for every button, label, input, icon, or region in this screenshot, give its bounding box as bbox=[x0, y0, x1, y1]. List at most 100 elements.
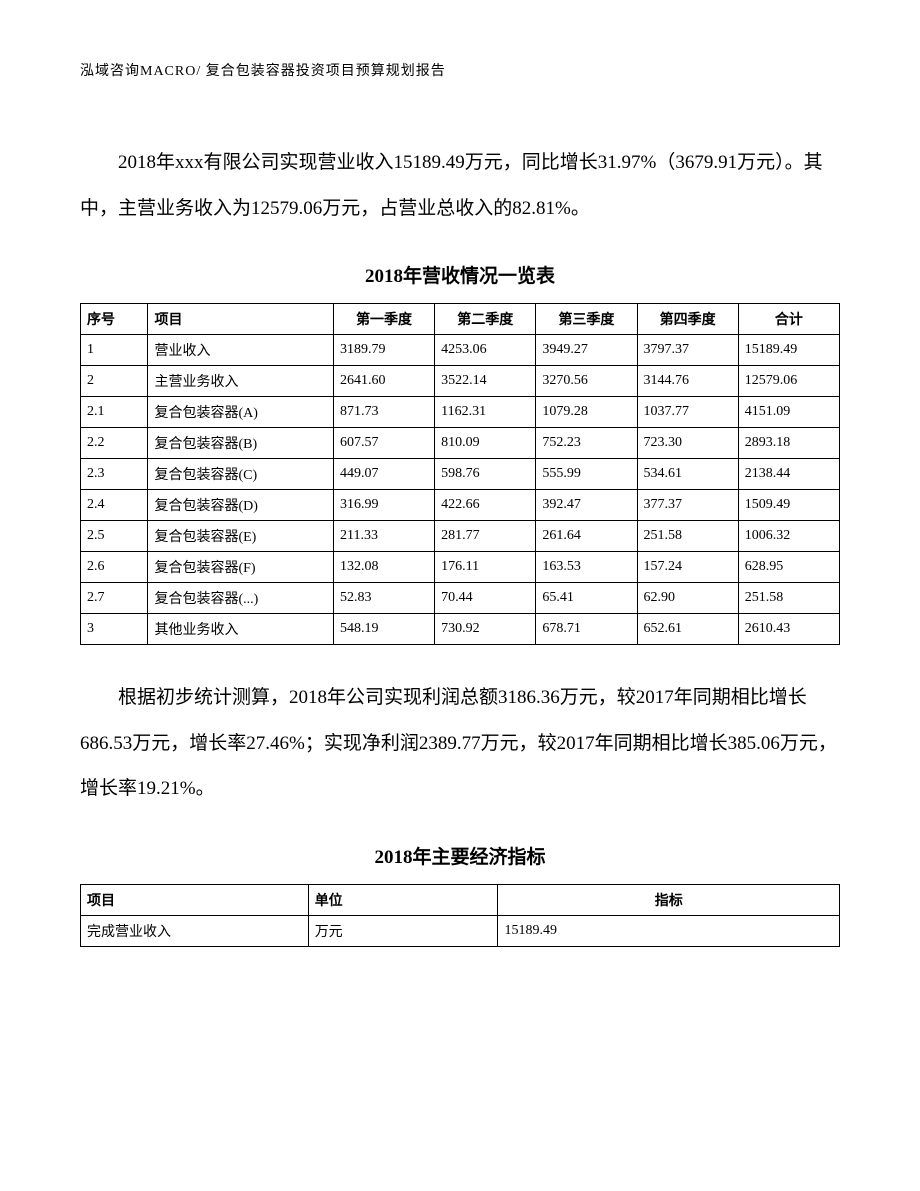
cell: 3144.76 bbox=[637, 366, 738, 397]
cell: 1509.49 bbox=[738, 490, 839, 521]
cell: 261.64 bbox=[536, 521, 637, 552]
cell: 2.3 bbox=[81, 459, 148, 490]
cell: 2.4 bbox=[81, 490, 148, 521]
col-header-q4: 第四季度 bbox=[637, 304, 738, 335]
cell: 营业收入 bbox=[148, 335, 334, 366]
cell: 422.66 bbox=[435, 490, 536, 521]
cell: 1 bbox=[81, 335, 148, 366]
cell: 65.41 bbox=[536, 583, 637, 614]
table-row: 2主营业务收入2641.603522.143270.563144.7612579… bbox=[81, 366, 840, 397]
cell: 1079.28 bbox=[536, 397, 637, 428]
col-header-q2: 第二季度 bbox=[435, 304, 536, 335]
cell: 132.08 bbox=[333, 552, 434, 583]
col-header-unit: 单位 bbox=[308, 884, 498, 915]
cell: 复合包装容器(E) bbox=[148, 521, 334, 552]
col-header-total: 合计 bbox=[738, 304, 839, 335]
table-header-row: 序号 项目 第一季度 第二季度 第三季度 第四季度 合计 bbox=[81, 304, 840, 335]
cell: 730.92 bbox=[435, 614, 536, 645]
table1-body: 1营业收入3189.794253.063949.273797.3715189.4… bbox=[81, 335, 840, 645]
cell: 2.6 bbox=[81, 552, 148, 583]
cell: 2.7 bbox=[81, 583, 148, 614]
cell: 复合包装容器(B) bbox=[148, 428, 334, 459]
cell: 万元 bbox=[308, 915, 498, 946]
cell: 2893.18 bbox=[738, 428, 839, 459]
cell: 1037.77 bbox=[637, 397, 738, 428]
cell: 4151.09 bbox=[738, 397, 839, 428]
col-header-item: 项目 bbox=[148, 304, 334, 335]
cell: 316.99 bbox=[333, 490, 434, 521]
cell: 281.77 bbox=[435, 521, 536, 552]
cell: 871.73 bbox=[333, 397, 434, 428]
paragraph-2: 根据初步统计测算，2018年公司实现利润总额3186.36万元，较2017年同期… bbox=[80, 675, 840, 812]
cell: 752.23 bbox=[536, 428, 637, 459]
cell: 176.11 bbox=[435, 552, 536, 583]
revenue-table: 序号 项目 第一季度 第二季度 第三季度 第四季度 合计 1营业收入3189.7… bbox=[80, 303, 840, 645]
table1-title: 2018年营收情况一览表 bbox=[80, 261, 840, 288]
cell: 251.58 bbox=[738, 583, 839, 614]
cell: 复合包装容器(C) bbox=[148, 459, 334, 490]
cell: 4253.06 bbox=[435, 335, 536, 366]
cell: 1162.31 bbox=[435, 397, 536, 428]
cell: 678.71 bbox=[536, 614, 637, 645]
table-row: 2.2复合包装容器(B)607.57810.09752.23723.302893… bbox=[81, 428, 840, 459]
cell: 12579.06 bbox=[738, 366, 839, 397]
document-page: 泓域咨询MACRO/ 复合包装容器投资项目预算规划报告 2018年xxx有限公司… bbox=[0, 0, 920, 1191]
cell: 2641.60 bbox=[333, 366, 434, 397]
cell: 复合包装容器(D) bbox=[148, 490, 334, 521]
cell: 251.58 bbox=[637, 521, 738, 552]
indicators-table: 项目 单位 指标 完成营业收入 万元 15189.49 bbox=[80, 884, 840, 947]
cell: 723.30 bbox=[637, 428, 738, 459]
table-row: 2.6复合包装容器(F)132.08176.11163.53157.24628.… bbox=[81, 552, 840, 583]
cell: 1006.32 bbox=[738, 521, 839, 552]
cell: 810.09 bbox=[435, 428, 536, 459]
table-row: 3其他业务收入548.19730.92678.71652.612610.43 bbox=[81, 614, 840, 645]
cell: 157.24 bbox=[637, 552, 738, 583]
cell: 完成营业收入 bbox=[81, 915, 309, 946]
page-header: 泓域咨询MACRO/ 复合包装容器投资项目预算规划报告 bbox=[80, 60, 840, 80]
col-header-q3: 第三季度 bbox=[536, 304, 637, 335]
table2-body: 完成营业收入 万元 15189.49 bbox=[81, 915, 840, 946]
cell: 主营业务收入 bbox=[148, 366, 334, 397]
cell: 2 bbox=[81, 366, 148, 397]
cell: 449.07 bbox=[333, 459, 434, 490]
cell: 3522.14 bbox=[435, 366, 536, 397]
table-header-row: 项目 单位 指标 bbox=[81, 884, 840, 915]
cell: 复合包装容器(F) bbox=[148, 552, 334, 583]
col-header-value: 指标 bbox=[498, 884, 840, 915]
cell: 211.33 bbox=[333, 521, 434, 552]
cell: 548.19 bbox=[333, 614, 434, 645]
cell: 392.47 bbox=[536, 490, 637, 521]
cell: 2.1 bbox=[81, 397, 148, 428]
cell: 607.57 bbox=[333, 428, 434, 459]
cell: 62.90 bbox=[637, 583, 738, 614]
cell: 652.61 bbox=[637, 614, 738, 645]
table2-title: 2018年主要经济指标 bbox=[80, 842, 840, 869]
cell: 3 bbox=[81, 614, 148, 645]
cell: 2.2 bbox=[81, 428, 148, 459]
cell: 3797.37 bbox=[637, 335, 738, 366]
col-header-item: 项目 bbox=[81, 884, 309, 915]
cell: 复合包装容器(...) bbox=[148, 583, 334, 614]
paragraph-1: 2018年xxx有限公司实现营业收入15189.49万元，同比增长31.97%（… bbox=[80, 140, 840, 231]
table-row: 2.4复合包装容器(D)316.99422.66392.47377.371509… bbox=[81, 490, 840, 521]
table-row: 2.5复合包装容器(E)211.33281.77261.64251.581006… bbox=[81, 521, 840, 552]
col-header-q1: 第一季度 bbox=[333, 304, 434, 335]
col-header-seq: 序号 bbox=[81, 304, 148, 335]
cell: 628.95 bbox=[738, 552, 839, 583]
cell: 3270.56 bbox=[536, 366, 637, 397]
table-row: 1营业收入3189.794253.063949.273797.3715189.4… bbox=[81, 335, 840, 366]
cell: 其他业务收入 bbox=[148, 614, 334, 645]
cell: 15189.49 bbox=[498, 915, 840, 946]
cell: 15189.49 bbox=[738, 335, 839, 366]
cell: 2.5 bbox=[81, 521, 148, 552]
cell: 163.53 bbox=[536, 552, 637, 583]
cell: 70.44 bbox=[435, 583, 536, 614]
cell: 377.37 bbox=[637, 490, 738, 521]
cell: 复合包装容器(A) bbox=[148, 397, 334, 428]
cell: 2138.44 bbox=[738, 459, 839, 490]
cell: 2610.43 bbox=[738, 614, 839, 645]
table-row: 完成营业收入 万元 15189.49 bbox=[81, 915, 840, 946]
cell: 534.61 bbox=[637, 459, 738, 490]
cell: 555.99 bbox=[536, 459, 637, 490]
table-row: 2.3复合包装容器(C)449.07598.76555.99534.612138… bbox=[81, 459, 840, 490]
